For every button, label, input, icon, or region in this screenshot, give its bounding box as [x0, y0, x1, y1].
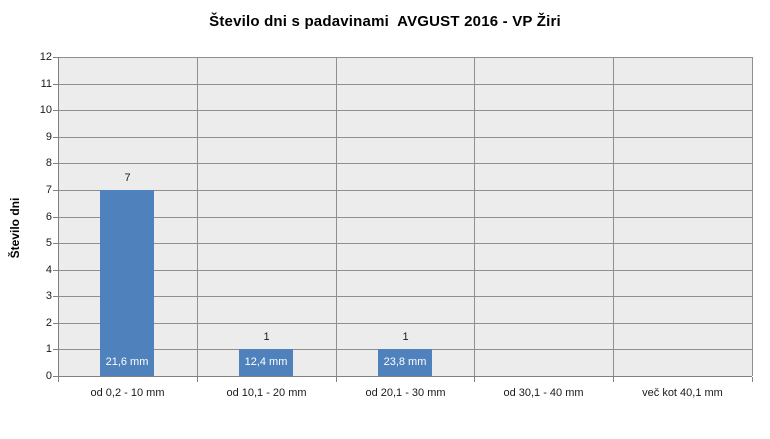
y-axis-tick [53, 110, 58, 111]
bar [239, 349, 293, 376]
y-tick-label: 2 [45, 317, 52, 329]
y-tick-label: 11 [40, 78, 52, 90]
y-tick-label: 3 [45, 290, 52, 302]
y-tick-label: 1 [45, 343, 52, 355]
x-category-label: od 30,1 - 40 mm [503, 387, 584, 399]
y-axis-tick [53, 296, 58, 297]
bar-value-label: 1 [263, 331, 270, 343]
gridline-horizontal [58, 163, 752, 164]
x-axis-tick [58, 377, 59, 382]
x-category-label: več kot 40,1 mm [642, 387, 723, 399]
y-axis-line [58, 57, 59, 377]
gridline-vertical [197, 57, 198, 376]
x-axis-tick [613, 377, 614, 382]
bar-inner-label: 12,4 mm [244, 356, 288, 368]
y-axis-tick [53, 323, 58, 324]
x-axis-line [58, 376, 752, 377]
chart-title: Število dni s padavinami AVGUST 2016 - V… [209, 13, 561, 30]
y-tick-label: 8 [45, 157, 52, 169]
y-tick-label: 7 [45, 184, 52, 196]
y-axis-title: Število dni [8, 197, 22, 259]
gridline-vertical [474, 57, 475, 376]
gridline-horizontal [58, 190, 752, 191]
y-tick-label: 5 [45, 237, 52, 249]
x-axis-tick [197, 377, 198, 382]
y-axis-tick [53, 84, 58, 85]
bar-value-label: 7 [124, 172, 131, 184]
y-tick-label: 9 [45, 131, 52, 143]
gridline-horizontal [58, 110, 752, 111]
x-axis-tick [474, 377, 475, 382]
gridline-horizontal [58, 137, 752, 138]
gridline-horizontal [58, 57, 752, 58]
y-tick-label: 6 [45, 211, 52, 223]
y-tick-label: 0 [45, 370, 52, 382]
x-category-label: od 0,2 - 10 mm [90, 387, 165, 399]
gridline-horizontal [58, 296, 752, 297]
y-tick-label: 10 [39, 104, 52, 116]
y-axis-tick [53, 349, 58, 350]
gridline-horizontal [58, 84, 752, 85]
gridline-horizontal [58, 217, 752, 218]
gridline-horizontal [58, 243, 752, 244]
y-axis-tick [53, 376, 58, 377]
y-axis-tick [53, 137, 58, 138]
y-tick-label: 12 [39, 51, 52, 63]
bar [378, 349, 432, 376]
x-category-label: od 20,1 - 30 mm [365, 387, 446, 399]
bar [100, 190, 154, 376]
y-axis-tick [53, 163, 58, 164]
bar-value-label: 1 [402, 331, 409, 343]
y-axis-tick [53, 190, 58, 191]
y-axis-tick [53, 270, 58, 271]
x-category-label: od 10,1 - 20 mm [226, 387, 307, 399]
bar-inner-label: 21,6 mm [105, 356, 149, 368]
x-axis-tick [752, 377, 753, 382]
gridline-vertical [613, 57, 614, 376]
y-axis-tick [53, 243, 58, 244]
gridline-horizontal [58, 270, 752, 271]
gridline-horizontal [58, 323, 752, 324]
y-axis-tick [53, 57, 58, 58]
gridline-vertical [752, 57, 753, 376]
gridline-vertical [336, 57, 337, 376]
x-axis-tick [336, 377, 337, 382]
bar-inner-label: 23,8 mm [383, 356, 427, 368]
y-tick-label: 4 [45, 264, 52, 276]
y-axis-tick [53, 217, 58, 218]
